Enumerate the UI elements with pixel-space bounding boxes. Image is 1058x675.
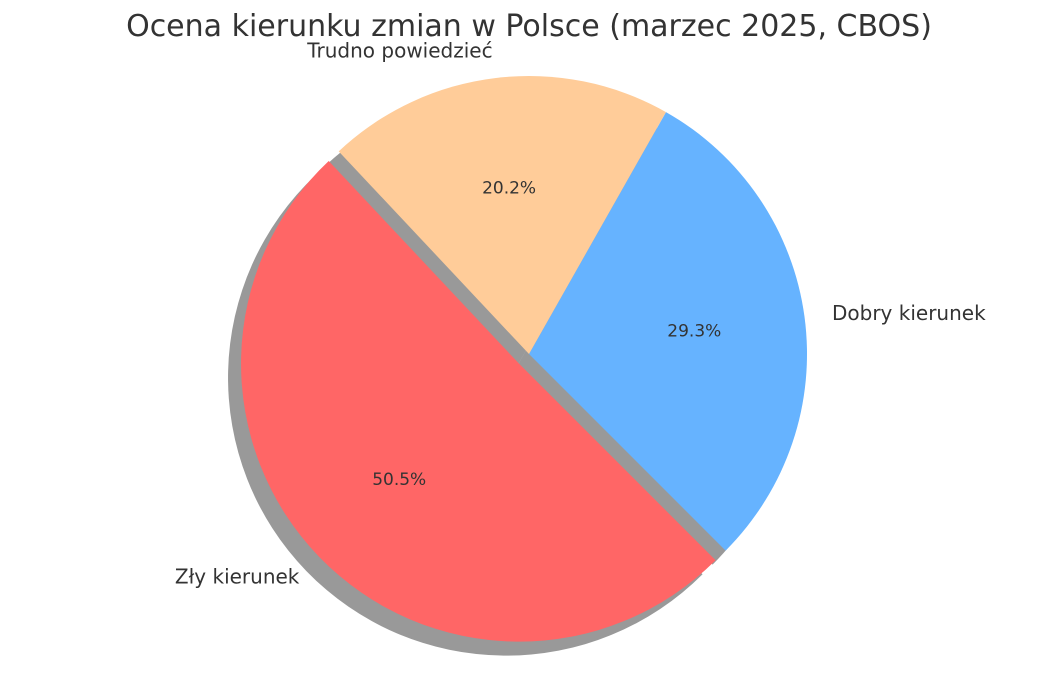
pie-slice-trudno-powiedziec	[338, 76, 666, 355]
chart-title: Ocena kierunku zmian w Polsce (marzec 20…	[126, 9, 932, 44]
slice-label-zly-kierunek: Zły kierunek	[175, 565, 300, 589]
slice-percent-label-dobry-kierunek: 29.3%	[667, 322, 721, 342]
pie-label-layer: Dobry kierunek 29.3% Trudno powiedzieć 20.2…	[175, 38, 986, 588]
pie-slice-layer	[241, 76, 808, 642]
pie-slice-dobry-kierunek	[529, 112, 808, 551]
slice-label-dobry-kierunek: Dobry kierunek	[832, 301, 986, 325]
slice-percent-label-trudno-powiedziec: 20.2%	[482, 178, 536, 198]
slice-label-trudno-powiedziec: Trudno powiedzieć	[306, 38, 492, 62]
slice-percent-label-zly-kierunek: 50.5%	[372, 470, 426, 490]
pie-slice-zly-kierunek	[241, 161, 716, 642]
